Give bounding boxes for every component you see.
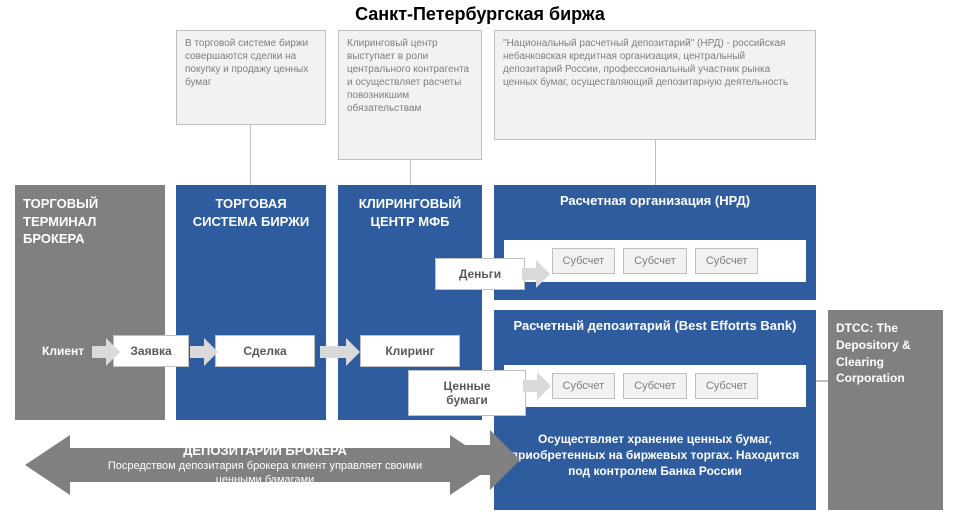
subaccount-box: Субсчет <box>695 248 759 274</box>
subaccount-box: Субсчет <box>695 373 759 399</box>
broker-dep-band: ДЕПОЗИТАРИЙ БРОКЕРА Посредством депозита… <box>90 443 440 488</box>
broker-terminal-label: ТОРГОВЫЙ ТЕРМИНАЛ БРОКЕРА <box>23 195 157 248</box>
desc-trading: В торговой системе биржи совершаются сде… <box>176 30 326 125</box>
arrow-right-icon <box>190 338 218 366</box>
connector-line <box>250 125 251 185</box>
desc-clearing: Клиринговый центр выступает в роли центр… <box>338 30 482 160</box>
arrow-right-icon <box>523 372 551 400</box>
connector-line <box>816 380 828 382</box>
settlement-dep-panel: Расчетный депозитарий (Best Effotrts Ban… <box>494 310 816 510</box>
broker-dep-title: ДЕПОЗИТАРИЙ БРОКЕРА <box>90 443 440 458</box>
subaccount-box: Субсчет <box>552 373 616 399</box>
client-label: Клиент <box>42 344 84 358</box>
clearing-center-label: КЛИРИНГОВЫЙ ЦЕНТР МФБ <box>344 195 476 230</box>
dtcc-box: DTCC: The Depository & Clearing Corporat… <box>828 310 943 510</box>
subaccount-box: Субсчет <box>552 248 616 274</box>
arrow-right-icon <box>320 338 360 366</box>
deal-box: Сделка <box>215 335 315 367</box>
blue-note: Осуществляет хранение ценных бумаг, прио… <box>500 425 810 486</box>
arrow-right-icon <box>92 338 120 366</box>
desc-nrd: "Национальный расчетный депозитарий" (НР… <box>494 30 816 140</box>
clearing-box: Клиринг <box>360 335 460 367</box>
arrow-right-icon <box>522 260 550 288</box>
page-title: Санкт-Петербургская биржа <box>280 4 680 25</box>
subaccount-box: Субсчет <box>623 373 687 399</box>
connector-line <box>410 160 411 185</box>
broker-dep-text: Посредством депозитария брокера клиент у… <box>90 460 440 488</box>
broker-terminal-box: ТОРГОВЫЙ ТЕРМИНАЛ БРОКЕРА <box>15 185 165 420</box>
subaccount-box: Субсчет <box>623 248 687 274</box>
order-box: Заявка <box>113 335 189 367</box>
trading-system-label: ТОРГОВАЯ СИСТЕМА БИРЖИ <box>182 195 320 230</box>
settlement-dep-title: Расчетный депозитарий (Best Effotrts Ban… <box>494 310 816 343</box>
settlement-org-title: Расчетная организация (НРД) <box>494 185 816 218</box>
securities-box: Ценные бумаги <box>408 370 526 416</box>
trading-system-box: ТОРГОВАЯ СИСТЕМА БИРЖИ <box>176 185 326 420</box>
connector-line <box>655 140 656 185</box>
money-box: Деньги <box>435 258 525 290</box>
